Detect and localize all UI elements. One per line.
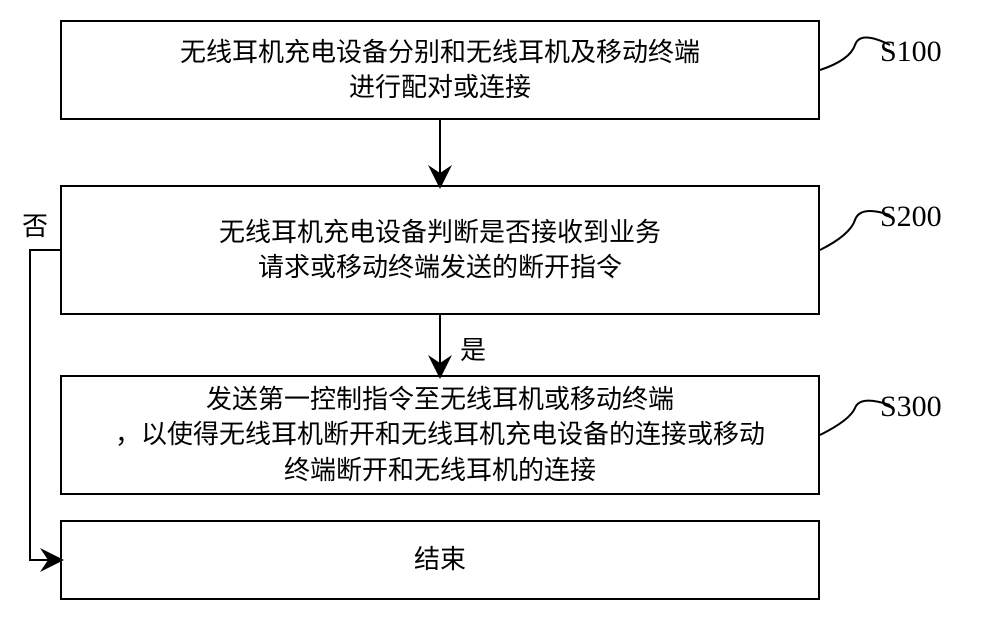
edge-label-text: 是 <box>460 336 486 365</box>
edge-label-yes: 是 <box>460 330 486 367</box>
edge-label-no: 否 <box>22 206 48 243</box>
flow-edges <box>0 0 1000 622</box>
brace-connector <box>820 38 890 71</box>
brace-connector <box>820 211 890 250</box>
flow-edge <box>30 250 60 560</box>
edge-label-text: 否 <box>22 212 48 241</box>
brace-connector <box>820 401 890 435</box>
